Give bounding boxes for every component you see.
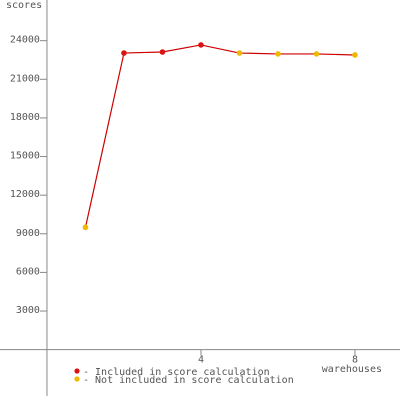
legend-label: - Included in score calculation bbox=[83, 367, 270, 378]
data-point bbox=[82, 224, 89, 231]
y-tick-label: 18000 bbox=[10, 112, 40, 123]
x-tick-label: 8 bbox=[352, 355, 358, 366]
x-tick-label: 4 bbox=[198, 355, 204, 366]
y-tick-label: 3000 bbox=[16, 305, 40, 316]
data-point bbox=[198, 42, 204, 48]
x-axis-label: warehouses bbox=[322, 364, 382, 375]
y-tick-label: 24000 bbox=[10, 35, 40, 46]
data-point bbox=[159, 49, 166, 55]
y-tick-label: 15000 bbox=[10, 151, 40, 162]
legend-marker bbox=[74, 368, 80, 374]
data-point bbox=[121, 50, 127, 56]
data-point bbox=[313, 51, 320, 57]
y-axis-label: scores bbox=[6, 0, 42, 11]
data-point bbox=[352, 52, 358, 58]
y-tick-label: 6000 bbox=[16, 266, 40, 277]
data-point bbox=[236, 50, 243, 56]
legend-label: - Not included in score calculation bbox=[83, 375, 294, 386]
y-tick-label: 21000 bbox=[10, 73, 40, 84]
y-tick-label: 12000 bbox=[10, 189, 40, 200]
data-point bbox=[275, 51, 281, 57]
y-tick-label: 9000 bbox=[16, 228, 40, 239]
data-line bbox=[84, 44, 355, 228]
legend-marker bbox=[74, 376, 80, 382]
